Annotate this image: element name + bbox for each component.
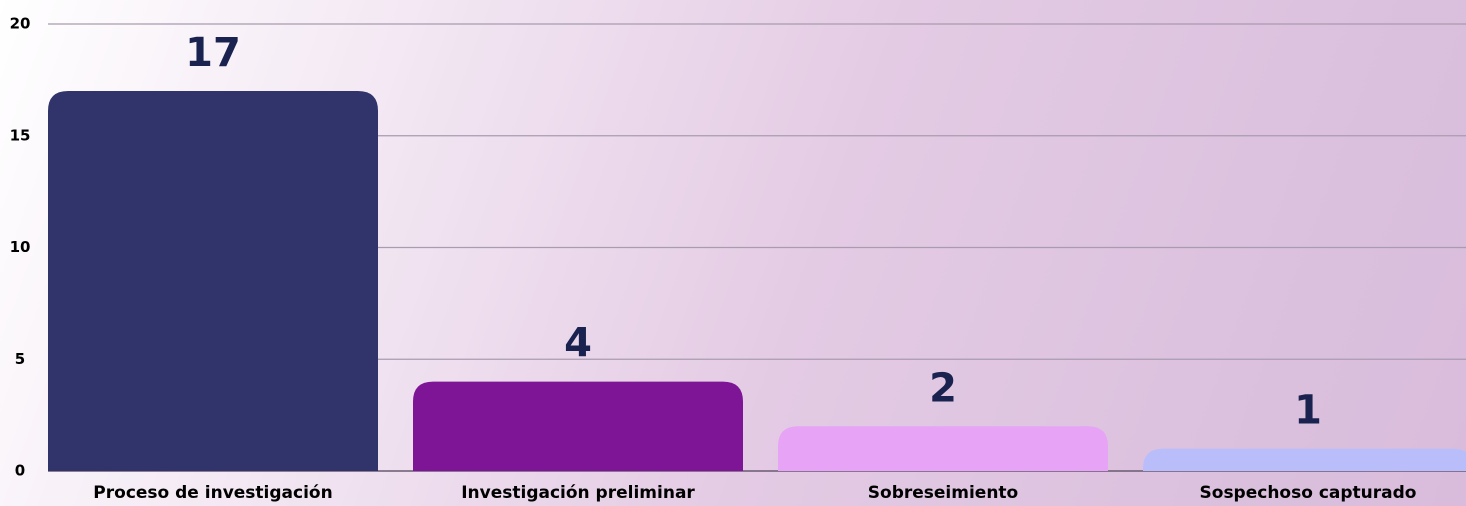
x-tick-label: Sospechoso capturado	[1200, 483, 1417, 503]
bar	[778, 426, 1108, 471]
x-tick-label: Sobreseimiento	[868, 483, 1018, 503]
y-tick-label: 15	[10, 126, 31, 144]
bar	[1143, 448, 1466, 471]
x-tick-label: Proceso de investigación	[93, 483, 332, 503]
x-tick-label: Investigación preliminar	[461, 483, 695, 503]
value-label: 1	[1294, 388, 1322, 434]
bar	[48, 91, 378, 472]
y-tick-label: 5	[15, 350, 25, 368]
y-tick-label: 0	[15, 462, 25, 480]
value-label: 17	[185, 30, 241, 76]
y-tick-label: 20	[10, 15, 31, 33]
bar	[413, 381, 743, 471]
y-tick-label: 10	[10, 238, 31, 256]
value-label: 2	[929, 365, 957, 411]
value-label: 4	[564, 321, 592, 367]
